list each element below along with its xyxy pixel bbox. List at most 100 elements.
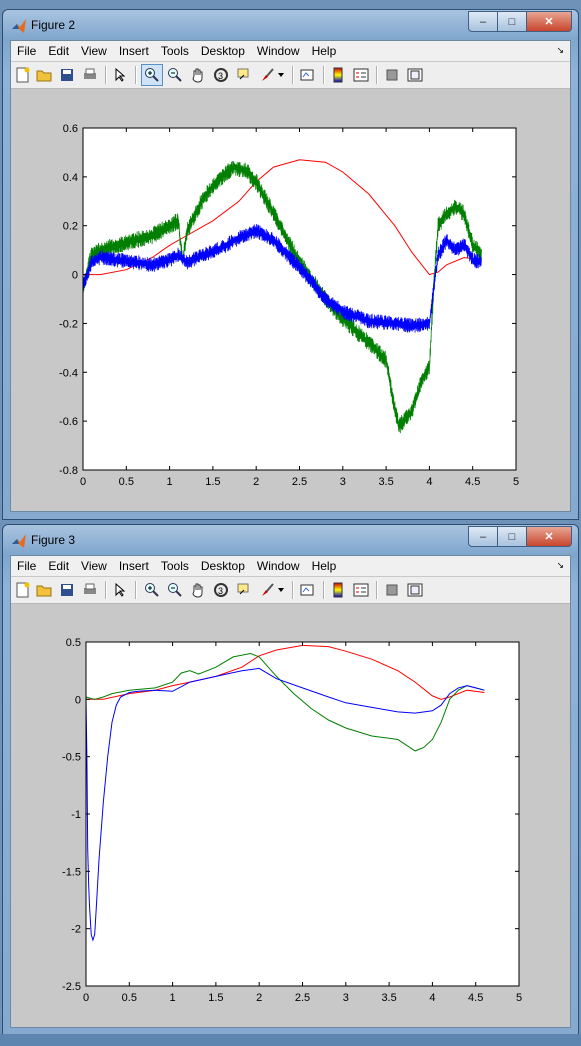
pan-hand-icon[interactable]: [189, 66, 207, 84]
maximize-button[interactable]: □: [497, 526, 527, 547]
menu-tools[interactable]: Tools: [160, 559, 189, 573]
x-tick-label: 0.5: [122, 992, 137, 1004]
y-tick-label: -0.2: [59, 318, 78, 330]
x-tick-label: 5: [513, 476, 519, 488]
zoom-out-icon[interactable]: [166, 581, 184, 599]
menu-desktop[interactable]: Desktop: [200, 44, 245, 58]
brush-dropdown-icon[interactable]: [276, 66, 286, 84]
x-tick-label: 2.5: [292, 476, 307, 488]
series-line: [86, 667, 485, 942]
x-tick-label: 3.5: [381, 992, 396, 1004]
x-tick-label: 0: [83, 992, 89, 1004]
print-icon[interactable]: [81, 581, 99, 599]
y-tick-label: 0.2: [63, 221, 78, 233]
insert-colorbar-icon[interactable]: [329, 581, 347, 599]
series-line: [83, 224, 482, 333]
print-icon[interactable]: [81, 66, 99, 84]
show-plot-tools-icon[interactable]: [406, 66, 424, 84]
brush-dropdown-icon[interactable]: [276, 581, 286, 599]
save-icon[interactable]: [58, 581, 76, 599]
menu-overflow-icon[interactable]: ↘: [556, 45, 564, 55]
menu-edit[interactable]: Edit: [48, 44, 70, 58]
x-tick-label: 3.5: [378, 476, 393, 488]
data-cursor-icon[interactable]: [235, 66, 253, 84]
title-bar[interactable]: Figure 3 – □ ✕: [3, 525, 578, 555]
menu-insert[interactable]: Insert: [118, 44, 149, 58]
insert-legend-icon[interactable]: [352, 66, 370, 84]
x-tick-label: 1.5: [205, 476, 220, 488]
menu-overflow-icon[interactable]: ↘: [556, 560, 564, 570]
menu-insert[interactable]: Insert: [118, 559, 149, 573]
matlab-logo-icon: [12, 19, 26, 33]
open-file-icon[interactable]: [35, 66, 53, 84]
x-tick-label: 4: [426, 476, 432, 488]
axes-background: [86, 642, 519, 986]
rotate-3d-icon[interactable]: 3: [212, 581, 230, 599]
x-tick-label: 4: [429, 992, 435, 1004]
open-file-icon[interactable]: [35, 581, 53, 599]
menu-desktop[interactable]: Desktop: [200, 559, 245, 573]
window-title: Figure 3: [31, 533, 76, 547]
close-button[interactable]: ✕: [526, 526, 572, 547]
y-tick-label: -1.5: [62, 866, 81, 878]
x-tick-label: 3: [343, 992, 349, 1004]
axes-background: [83, 128, 516, 470]
menu-view[interactable]: View: [81, 559, 107, 573]
y-tick-label: 0: [72, 270, 78, 282]
show-plot-tools-icon[interactable]: [406, 581, 424, 599]
link-plot-icon[interactable]: [298, 581, 316, 599]
y-tick-label: 0: [75, 694, 81, 706]
minimize-button[interactable]: –: [468, 11, 498, 32]
y-tick-label: 0.5: [66, 637, 81, 649]
zoom-out-icon[interactable]: [166, 66, 184, 84]
insert-colorbar-icon[interactable]: [329, 66, 347, 84]
y-tick-label: 0.4: [63, 172, 78, 184]
menu-help[interactable]: Help: [311, 559, 337, 573]
y-tick-label: -2: [71, 924, 81, 936]
menu-window[interactable]: Window: [256, 44, 300, 58]
new-figure-icon[interactable]: [14, 581, 32, 599]
figure-window[interactable]: Figure 2 – □ ✕ File Edit View Insert Too…: [2, 9, 579, 520]
menu-window[interactable]: Window: [256, 559, 300, 573]
x-tick-label: 4.5: [468, 992, 483, 1004]
save-icon[interactable]: [58, 66, 76, 84]
hide-plot-tools-icon[interactable]: [383, 66, 401, 84]
figure-2-chart[interactable]: 0 0.5 1 1.5 2 2.5 3 3.5 4 4.5 5 0.6 0.4 0.2 0 -0.2 -0.4 -…: [3, 10, 578, 519]
data-cursor-icon[interactable]: [235, 581, 253, 599]
svg-text:3: 3: [218, 586, 223, 596]
figure-window[interactable]: Figure 3 – □ ✕ File Edit View Insert Too…: [2, 524, 579, 1036]
y-tick-label: 0.6: [63, 123, 78, 135]
rotate-3d-icon[interactable]: 3: [212, 66, 230, 84]
figure-3-chart[interactable]: 0 0.5 1 1.5 2 2.5 3 3.5 4 4.5 5 0.5 0 -0.5 -1 -1.5 -2 -2.…: [3, 525, 578, 1035]
new-figure-icon[interactable]: [14, 66, 32, 84]
x-tick-label: 1: [170, 992, 176, 1004]
menu-view[interactable]: View: [81, 44, 107, 58]
x-tick-label: 0.5: [119, 476, 134, 488]
edit-plot-arrow-icon[interactable]: [111, 66, 129, 84]
title-bar[interactable]: Figure 2 – □ ✕: [3, 10, 578, 40]
brush-icon[interactable]: [258, 66, 276, 84]
x-tick-label: 1.5: [208, 992, 223, 1004]
taskbar-edge: [0, 1034, 581, 1046]
menu-file[interactable]: File: [17, 559, 37, 573]
menu-help[interactable]: Help: [311, 44, 337, 58]
x-tick-label: 5: [516, 992, 522, 1004]
pan-hand-icon[interactable]: [189, 581, 207, 599]
hide-plot-tools-icon[interactable]: [383, 581, 401, 599]
close-button[interactable]: ✕: [526, 11, 572, 32]
menu-bar: File Edit View Insert Tools Desktop Wind…: [11, 556, 570, 576]
menu-edit[interactable]: Edit: [48, 559, 70, 573]
figure-toolbar: 3: [11, 577, 570, 604]
insert-legend-icon[interactable]: [352, 581, 370, 599]
brush-icon[interactable]: [258, 581, 276, 599]
zoom-in-icon[interactable]: [141, 64, 163, 86]
menu-file[interactable]: File: [17, 44, 37, 58]
zoom-in-icon[interactable]: [143, 581, 161, 599]
maximize-button[interactable]: □: [497, 11, 527, 32]
link-plot-icon[interactable]: [298, 66, 316, 84]
y-tick-label: -1: [71, 809, 81, 821]
y-tick-label: -2.5: [62, 981, 81, 993]
menu-tools[interactable]: Tools: [160, 44, 189, 58]
edit-plot-arrow-icon[interactable]: [111, 581, 129, 599]
y-tick-label: -0.8: [59, 465, 78, 477]
